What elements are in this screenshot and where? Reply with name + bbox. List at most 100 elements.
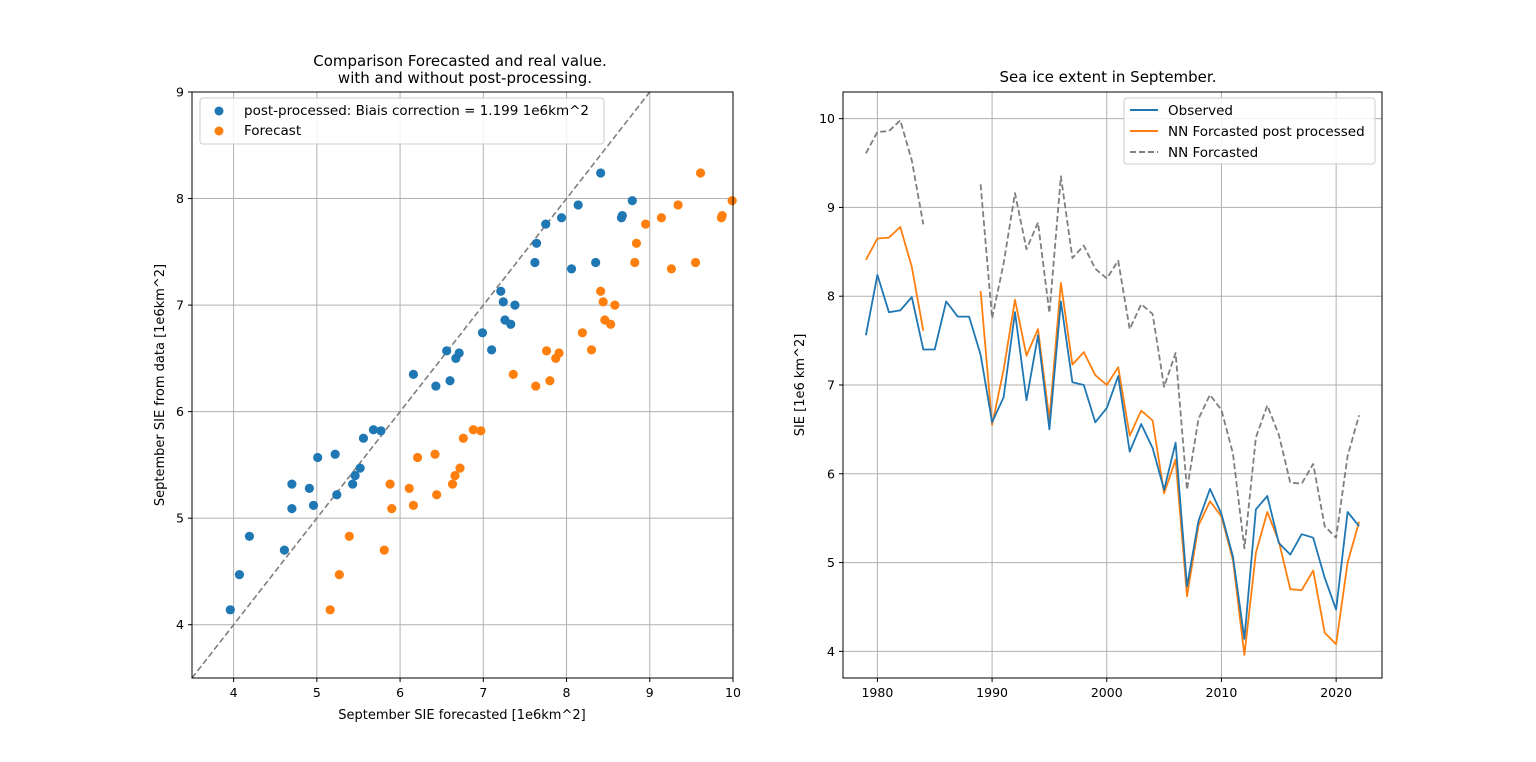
scatter-point xyxy=(630,257,640,268)
scatter-point xyxy=(447,479,458,489)
line-nn-forecasted xyxy=(865,119,1360,550)
scatter-point xyxy=(598,297,608,307)
scatter-point xyxy=(545,376,555,386)
scatter-x-tick-label: 8 xyxy=(563,685,571,700)
scatter-x-tick-label: 10 xyxy=(725,685,741,700)
line-y-tick-label: 6 xyxy=(827,466,835,481)
scatter-point xyxy=(334,570,344,580)
line-x-tick-label: 1990 xyxy=(976,685,1008,700)
line-nn-post-processed xyxy=(865,226,1360,656)
scatter-point xyxy=(450,470,460,481)
scatter-point xyxy=(332,490,342,500)
scatter-point xyxy=(442,346,452,356)
legend-label-post-processed: post-processed: Biais correction = 1.199… xyxy=(244,103,589,119)
scatter-y-axis-label: September SIE from data [1e6km^2] xyxy=(153,264,168,506)
scatter-point xyxy=(727,196,737,206)
scatter-point xyxy=(610,300,620,310)
scatter-point xyxy=(541,219,551,229)
series-forecast xyxy=(325,168,737,615)
line-x-tick-label: 2020 xyxy=(1320,685,1352,700)
line-x-tick-label: 1980 xyxy=(861,685,893,700)
line-y-tick-label: 10 xyxy=(819,111,835,126)
line-observed xyxy=(865,274,1360,640)
scatter-point xyxy=(304,483,314,493)
scatter-point xyxy=(234,570,245,580)
scatter-point xyxy=(656,213,667,223)
scatter-point xyxy=(510,300,520,310)
scatter-point xyxy=(477,328,488,338)
scatter-point xyxy=(666,264,677,274)
scatter-x-tick-label: 7 xyxy=(479,685,487,700)
scatter-point xyxy=(412,452,423,463)
scatter-point xyxy=(287,503,297,514)
line-x-tick-label: 2000 xyxy=(1091,685,1123,700)
scatter-point xyxy=(330,449,340,459)
line-y-tick-label: 8 xyxy=(827,289,835,304)
legend-label-nn-forecasted: NN Forcasted xyxy=(1168,145,1258,161)
scatter-point xyxy=(573,200,583,210)
scatter-y-tick-label: 6 xyxy=(176,404,184,419)
scatter-point xyxy=(385,479,395,489)
legend-label-forecast: Forecast xyxy=(244,123,301,139)
scatter-point xyxy=(577,328,587,338)
scatter-point xyxy=(376,426,386,436)
scatter-point xyxy=(506,319,516,329)
scatter-point xyxy=(541,346,552,356)
scatter-x-tick-label: 6 xyxy=(396,685,404,700)
scatter-point xyxy=(279,545,289,555)
line-y-tick-label: 7 xyxy=(827,378,835,393)
line-plot-area xyxy=(865,119,1360,656)
scatter-point xyxy=(531,238,542,248)
line-y-tick-label: 5 xyxy=(827,555,835,570)
scatter-panel: Comparison Forecasted and real value. wi… xyxy=(153,52,741,723)
scatter-point xyxy=(368,425,379,435)
scatter-point xyxy=(350,470,360,481)
scatter-point xyxy=(596,286,606,296)
scatter-x-tick-label: 9 xyxy=(646,685,654,700)
scatter-point xyxy=(717,210,727,221)
scatter-point xyxy=(454,348,464,358)
scatter-point xyxy=(458,433,468,443)
scatter-x-tick-label: 4 xyxy=(230,685,238,700)
scatter-title-line-2: with and without post-processing. xyxy=(338,69,592,87)
scatter-point xyxy=(468,425,478,435)
scatter-point xyxy=(344,531,354,541)
scatter-y-tick-label: 7 xyxy=(176,298,184,313)
legend-marker-forecast xyxy=(214,126,224,136)
scatter-y-tick-label: 5 xyxy=(176,511,184,526)
scatter-point xyxy=(496,286,506,296)
scatter-point xyxy=(673,200,683,210)
scatter-point xyxy=(641,219,651,229)
line-tick-labels: 1980 1990 2000 2010 2020 4 5 6 7 8 9 10 xyxy=(819,111,1352,700)
scatter-point xyxy=(432,490,442,500)
scatter-point xyxy=(627,196,637,206)
scatter-legend-box xyxy=(199,97,605,145)
scatter-point xyxy=(530,257,540,268)
scatter-legend: post-processed: Biais correction = 1.199… xyxy=(199,97,605,145)
scatter-point xyxy=(387,503,397,514)
scatter-point xyxy=(695,168,706,178)
scatter-point xyxy=(430,449,440,459)
scatter-point xyxy=(591,257,601,268)
scatter-tick-labels: 4 5 6 7 8 9 10 4 5 6 7 8 9 xyxy=(176,85,741,701)
scatter-axes-frame xyxy=(191,91,734,679)
scatter-point xyxy=(313,452,323,463)
scatter-y-tick-label: 4 xyxy=(176,617,184,632)
line-y-tick-label: 4 xyxy=(827,644,835,659)
scatter-point xyxy=(586,345,597,355)
scatter-title-line-1: Comparison Forecasted and real value. xyxy=(313,52,607,70)
scatter-point xyxy=(355,463,365,473)
line-title: Sea ice extent in September. xyxy=(1000,68,1217,86)
scatter-point xyxy=(404,483,414,493)
scatter-point xyxy=(556,213,567,223)
scatter-point xyxy=(287,479,297,489)
scatter-y-tick-label: 8 xyxy=(176,191,184,206)
scatter-point xyxy=(225,605,235,615)
scatter-point xyxy=(476,426,486,436)
scatter-point xyxy=(445,376,455,386)
scatter-point xyxy=(348,479,358,489)
scatter-point xyxy=(566,264,577,274)
line-panel: Sea ice extent in September. 1980 1990 200… xyxy=(793,68,1383,700)
line-y-tick-label: 9 xyxy=(827,200,835,215)
